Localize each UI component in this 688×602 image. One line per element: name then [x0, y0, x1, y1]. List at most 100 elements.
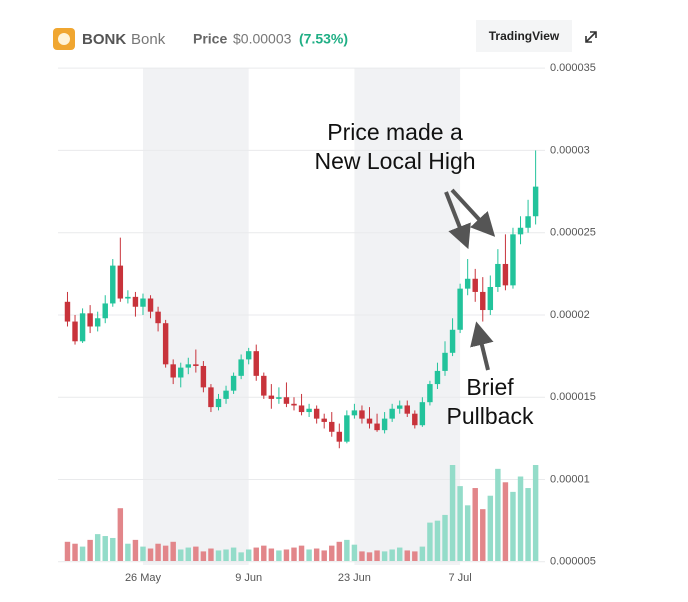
volume-bar [223, 549, 229, 561]
volume-bar [155, 543, 161, 561]
candle-body [487, 286, 494, 311]
candle-body [72, 321, 78, 342]
candle-body [291, 403, 297, 406]
volume-bar [495, 468, 501, 561]
volume-bar [283, 549, 290, 561]
annotation-text: Price made a [327, 119, 463, 145]
candle-body [396, 405, 403, 409]
volume-bar [64, 541, 71, 561]
volume-bar [261, 545, 267, 561]
candle-body [412, 413, 418, 426]
volume-bar [329, 545, 335, 561]
candle-body [502, 263, 509, 286]
candle-body [366, 418, 373, 424]
candle-body [230, 375, 237, 391]
volume-bar [525, 488, 531, 561]
candle-body [525, 216, 531, 228]
volume-bar [313, 548, 320, 561]
candle-body [359, 410, 365, 419]
volume-bar [359, 551, 365, 561]
volume-bar [396, 547, 403, 561]
volume-bar [162, 545, 169, 561]
volume-bar [276, 550, 282, 561]
x-tick-label: 9 Jun [235, 572, 262, 584]
annotation-text: Pullback [447, 403, 534, 429]
x-tick-label: 7 Jul [448, 572, 471, 584]
candle-body [178, 367, 184, 378]
volume-bar [374, 550, 380, 561]
candle-body [449, 329, 456, 353]
candle-body [155, 311, 161, 324]
volume-bar [404, 550, 410, 561]
symbol: BONK [82, 31, 126, 48]
volume-bar [480, 509, 486, 561]
candle-body [329, 421, 335, 432]
candle-body [344, 415, 350, 442]
candle-body [94, 318, 101, 327]
candle-body [495, 263, 501, 287]
volume-bar [230, 547, 237, 561]
volume-bar [321, 550, 327, 561]
candle-body [223, 390, 229, 399]
expand-icon[interactable] [585, 31, 597, 43]
candle-body [464, 278, 471, 289]
tradingview-button[interactable] [476, 20, 572, 52]
y-tick-label: 0.000025 [550, 227, 596, 239]
candle-body [404, 405, 410, 414]
candle-body [381, 418, 388, 431]
volume-bar [215, 550, 222, 561]
candle-body [110, 265, 116, 304]
volume-bar [132, 539, 139, 561]
volume-bar [389, 549, 395, 561]
candle-body [79, 313, 86, 342]
tradingview-button-label[interactable]: TradingView [489, 29, 560, 43]
volume-bar [147, 548, 154, 561]
candle-body [87, 313, 93, 327]
volume-bar [366, 552, 373, 561]
x-tick-label: 26 May [125, 572, 162, 584]
volume-bar [442, 514, 448, 561]
volume-bar [238, 552, 244, 561]
y-tick-label: 0.00003 [550, 144, 590, 156]
price-change: (7.53%) [299, 31, 348, 47]
token-name: Bonk [131, 31, 166, 48]
candle-body [389, 408, 395, 419]
volume-bar [381, 551, 388, 561]
volume-bar [87, 539, 93, 561]
volume-bar [193, 546, 199, 561]
annotation-arrows [444, 188, 496, 371]
candle-body [427, 384, 433, 403]
volume-bar [306, 549, 312, 561]
annotation-text: New Local High [314, 148, 475, 174]
candle-body [306, 408, 312, 413]
candle-body [313, 408, 320, 419]
candle-body [276, 397, 282, 399]
candle-body [245, 351, 252, 360]
token-icon-face [58, 33, 70, 45]
candle-body [140, 298, 146, 307]
volume-bar [532, 465, 539, 561]
candle-body [193, 364, 199, 366]
volume-bar [170, 541, 176, 561]
volume-bar [351, 544, 358, 561]
volume-bar [510, 491, 516, 561]
volume-bar [487, 495, 494, 561]
candle-body [351, 410, 358, 416]
candle-body [298, 405, 305, 413]
candle-body [117, 265, 124, 299]
candle-body [472, 278, 478, 292]
volume-bar [200, 551, 207, 561]
candle-body [374, 423, 380, 431]
volume-bar [517, 476, 524, 561]
y-tick-label: 0.000005 [550, 556, 596, 568]
volume-bar [457, 486, 463, 561]
volume-bar [502, 482, 509, 561]
volume-bar [344, 539, 350, 561]
volume-bar [291, 547, 297, 561]
candle-body [102, 303, 108, 319]
candle-body [457, 288, 463, 330]
price-label: Price [193, 31, 227, 47]
volume-bar [94, 534, 101, 561]
volume-bar [449, 465, 456, 561]
volume-bar [427, 522, 433, 561]
